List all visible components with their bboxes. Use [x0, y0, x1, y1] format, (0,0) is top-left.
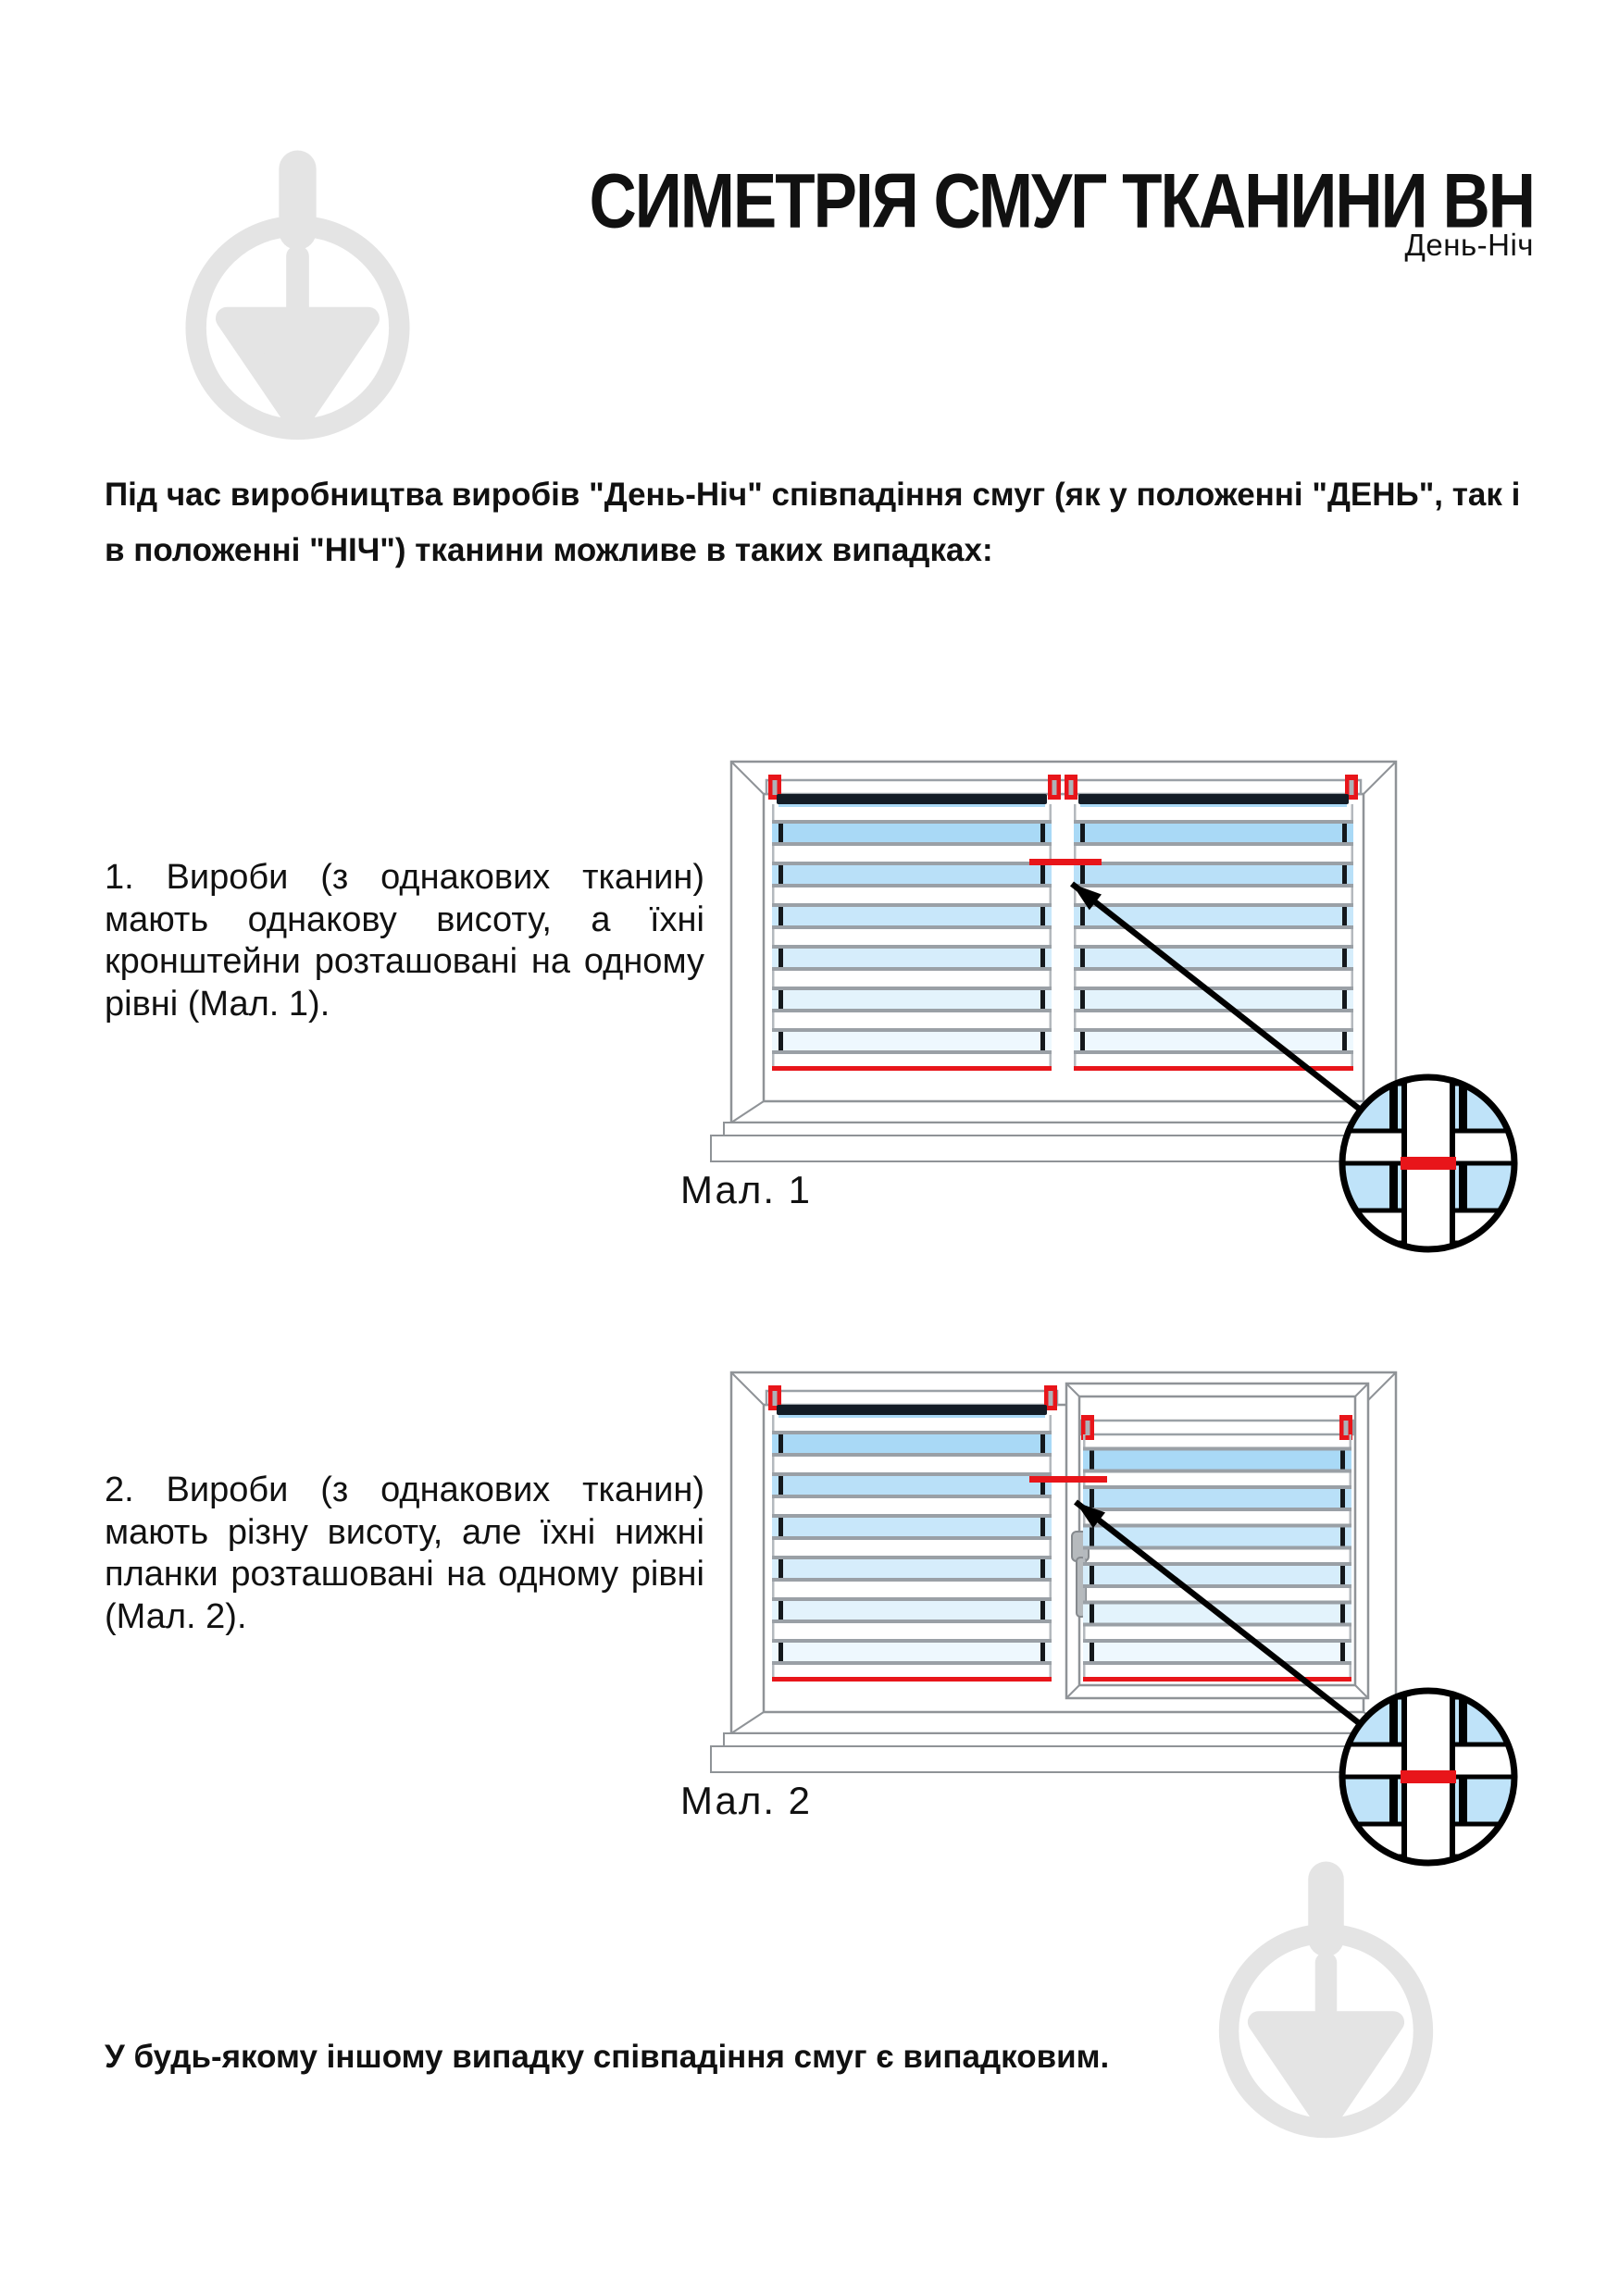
figure-1-container — [704, 726, 1527, 1254]
brand-plumb-logo-watermark — [1218, 1861, 1434, 2139]
case-1-text: 1. Вироби (з однакових тканин) мають одн… — [105, 858, 704, 1024]
figure-2-caption: Мал. 2 — [680, 1779, 813, 1822]
intro-paragraph: Під час виробництва виробів "День-Ніч" с… — [105, 477, 1521, 568]
figure-1-caption: Мал. 1 — [680, 1168, 813, 1211]
brand-plumb-logo-watermark — [185, 150, 410, 441]
case-2-text: 2. Вироби (з однакових тканин) мають різ… — [105, 1471, 704, 1636]
plumb-in-circle-icon — [185, 150, 410, 441]
page-title: СИМЕТРІЯ СМУГ ТКАНИНИ ВН — [589, 157, 1536, 244]
figure-2-window-different-blinds — [710, 1371, 1518, 1867]
plumb-in-circle-icon — [1218, 1861, 1434, 2139]
footer-note: У будь-якому іншому випадку співпадіння … — [105, 2039, 1110, 2075]
figure-1-window-equal-blinds — [710, 760, 1518, 1253]
figure-2-container — [704, 1337, 1527, 1869]
page-subtitle: День-Ніч — [1404, 228, 1534, 262]
